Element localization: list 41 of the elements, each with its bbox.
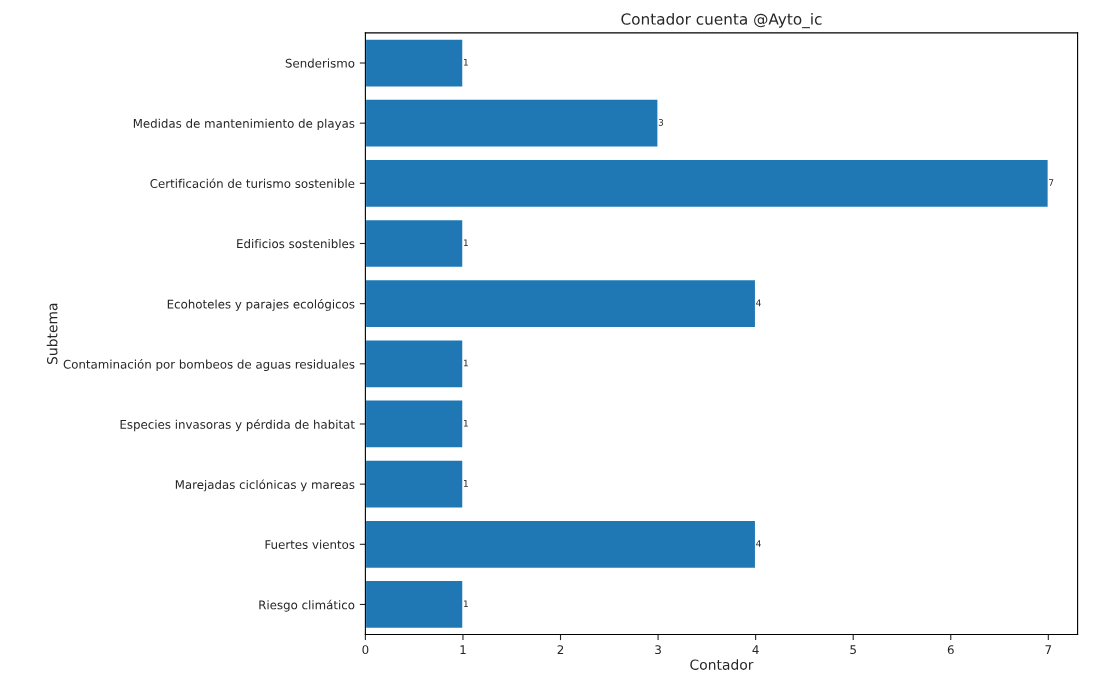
data-label: 1: [463, 480, 468, 487]
data-label: 4: [756, 299, 761, 307]
x-tick-label: 1: [460, 645, 466, 654]
y-tick-label: Marejadas ciclónicas y mareas: [175, 479, 355, 492]
y-tick-label: Edificios sostenibles: [237, 239, 355, 249]
data-label: 1: [463, 239, 468, 246]
bar: [365, 399, 464, 449]
data-label: 1: [463, 359, 468, 367]
data-label: 4: [756, 540, 761, 547]
data-label: 1: [463, 600, 468, 607]
y-tick-label: Certificación de turismo sostenible: [150, 178, 355, 188]
y-tick-label: Medidas de mantenimiento de playas: [133, 118, 355, 131]
x-tick-label: 7: [1045, 645, 1052, 654]
data-label: 3: [658, 118, 664, 126]
bar: [365, 98, 659, 148]
bar: [365, 339, 464, 389]
x-tick-label: 0: [362, 645, 369, 655]
x-tick-label: 2: [557, 645, 564, 654]
x-tick-label: 3: [655, 645, 661, 655]
bar: [365, 218, 464, 269]
data-label: 7: [1049, 179, 1054, 186]
x-tick-label: 5: [850, 645, 856, 655]
bar: [365, 579, 464, 630]
bar: [365, 519, 757, 570]
data-label: 1: [463, 419, 468, 427]
y-tick-label: Riesgo climático: [259, 599, 355, 612]
y-tick-label: Senderismo: [285, 58, 355, 68]
y-tick-label: Contaminación por bombeos de aguas residuales: [63, 359, 355, 371]
x-tick-label: 4: [752, 645, 759, 654]
data-label: 1: [463, 58, 468, 66]
x-axis-title: Contador: [690, 659, 754, 670]
bar: [365, 158, 1050, 209]
bar: [365, 459, 464, 509]
x-tick-label: 6: [947, 645, 954, 655]
bar: [365, 38, 464, 88]
y-tick-label: Ecohoteles y parajes ecológicos: [167, 298, 355, 311]
chart-title: Contador cuenta @Ayto_ic: [621, 12, 822, 29]
bar: [365, 278, 757, 329]
y-tick-label: Especies invasoras y pérdida de habitat: [120, 419, 355, 432]
y-tick-label: Fuertes vientos: [265, 539, 355, 549]
y-axis-title: Subtema: [46, 303, 58, 365]
